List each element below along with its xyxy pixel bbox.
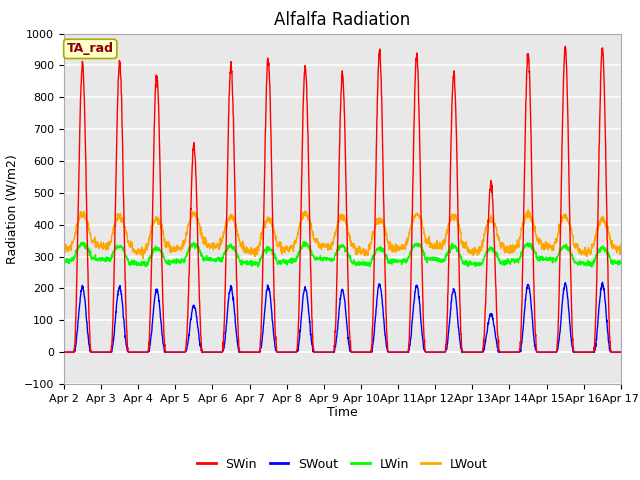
Legend: SWin, SWout, LWin, LWout: SWin, SWout, LWin, LWout [192, 453, 493, 476]
Y-axis label: Radiation (W/m2): Radiation (W/m2) [5, 154, 19, 264]
X-axis label: Time: Time [327, 407, 358, 420]
Text: TA_rad: TA_rad [67, 42, 114, 55]
Title: Alfalfa Radiation: Alfalfa Radiation [275, 11, 410, 29]
